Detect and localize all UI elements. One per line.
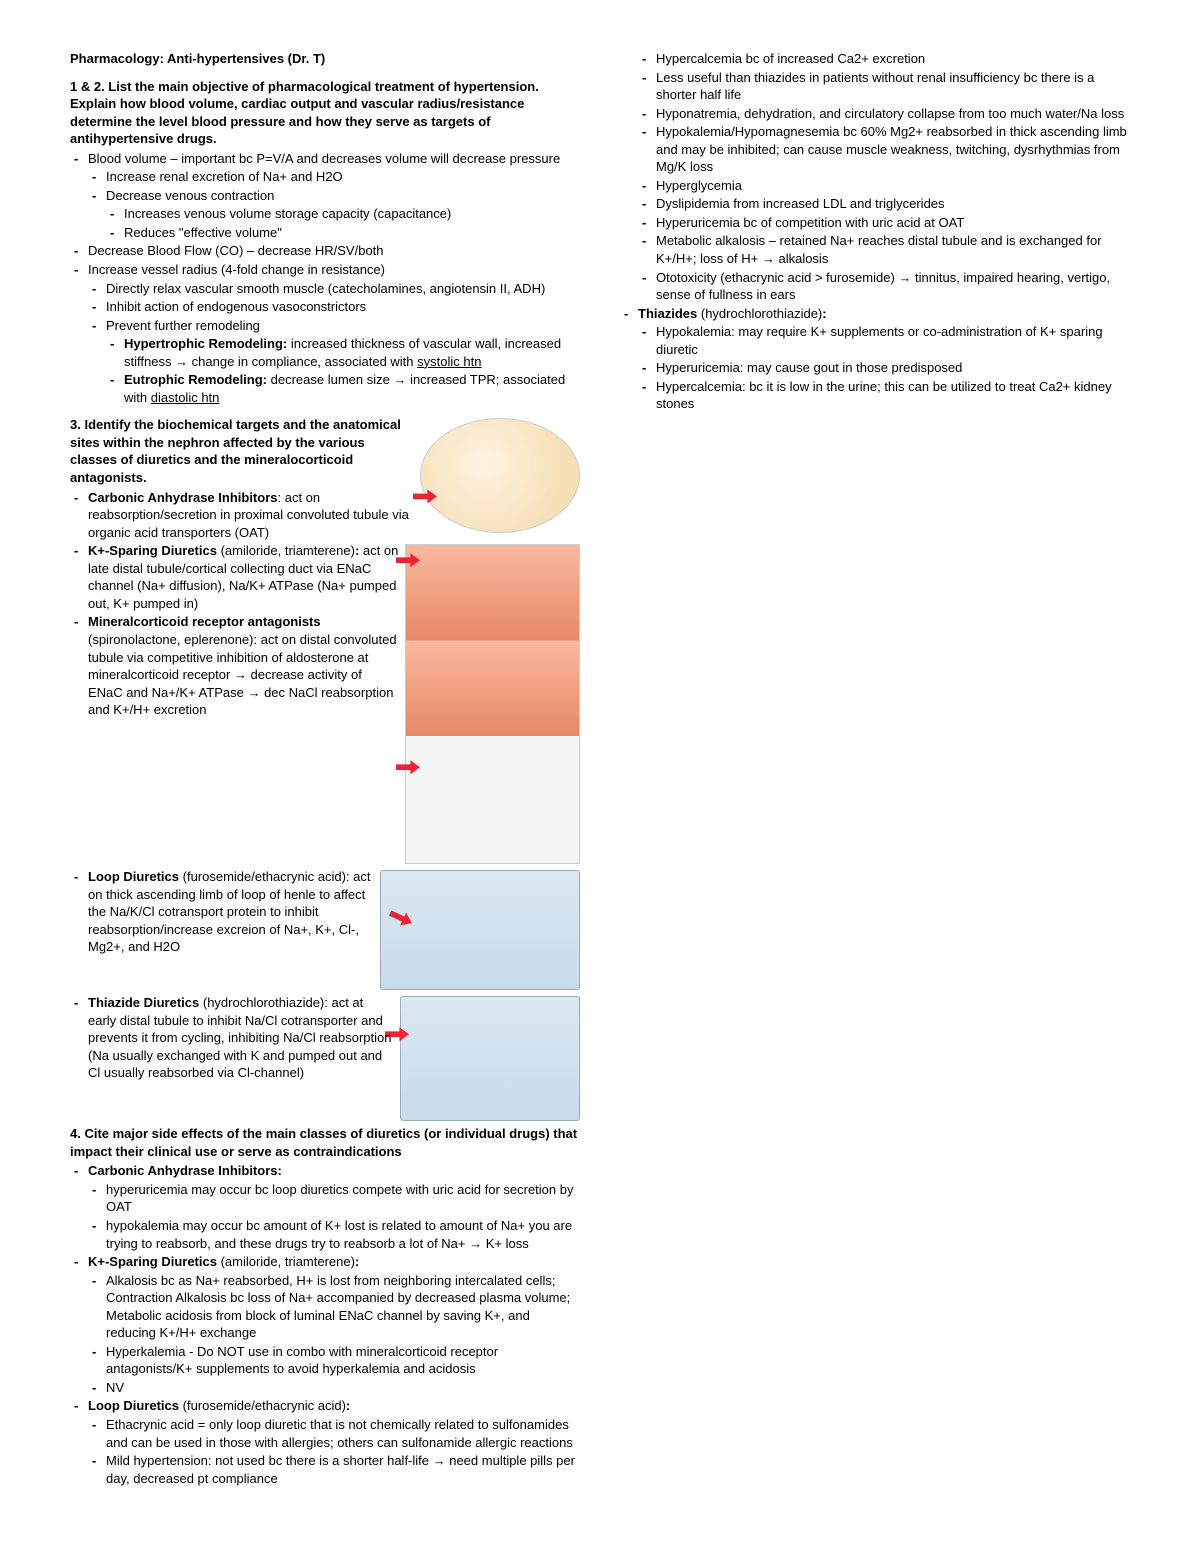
q3-loop: Loop Diuretics (furosemide/ethacrynic ac… — [70, 868, 580, 956]
q1-heading: 1 & 2. List the main objective of pharma… — [70, 78, 580, 148]
q3-list-cont: K+-Sparing Diuretics (amiloride, triamte… — [70, 542, 580, 718]
q3-list: Carbonic Anhydrase Inhibitors: act on re… — [70, 489, 580, 542]
list-item: Dyslipidemia from increased LDL and trig… — [638, 195, 1130, 213]
list-item: hyperuricemia may occur bc loop diuretic… — [88, 1181, 580, 1216]
list-item: K+-Sparing Diuretics (amiloride, triamte… — [70, 542, 580, 612]
q3-thiazide: Thiazide Diuretics (hydrochlorothiazide)… — [70, 994, 580, 1082]
q1-list: Blood volume – important bc P=V/A and de… — [70, 150, 580, 407]
list-item: Hyponatremia, dehydration, and circulato… — [638, 105, 1130, 123]
list-item: Ethacrynic acid = only loop diuretic tha… — [88, 1416, 580, 1451]
list-item: Hypertrophic Remodeling: increased thick… — [106, 335, 580, 370]
list-item: Hyperuricemia bc of competition with uri… — [638, 214, 1130, 232]
list-item: Thiazide Diuretics (hydrochlorothiazide)… — [70, 994, 580, 1082]
list-item: Hyperuricemia: may cause gout in those p… — [638, 359, 1130, 377]
q4-heading: 4. Cite major side effects of the main c… — [70, 1125, 580, 1160]
list-item: Hypercalcemia bc of increased Ca2+ excre… — [638, 50, 1130, 68]
list-item: Carbonic Anhydrase Inhibitors: hyperuric… — [70, 1162, 580, 1252]
list-item: Increases venous volume storage capacity… — [106, 205, 580, 223]
page-title: Pharmacology: Anti-hypertensives (Dr. T) — [70, 50, 580, 68]
list-item: Eutrophic Remodeling: decrease lumen siz… — [106, 371, 580, 406]
list-item: Increase renal excretion of Na+ and H2O — [88, 168, 580, 186]
list-item: hypokalemia may occur bc amount of K+ lo… — [88, 1217, 580, 1252]
list-item: Increase vessel radius (4-fold change in… — [70, 261, 580, 406]
list-item: Reduces "effective volume" — [106, 224, 580, 242]
list-item: Loop Diuretics (furosemide/ethacrynic ac… — [70, 868, 580, 956]
list-item: Hypercalcemia: bc it is low in the urine… — [638, 378, 1130, 413]
list-item: Metabolic alkalosis – retained Na+ reach… — [638, 232, 1130, 267]
list-item: Blood volume – important bc P=V/A and de… — [70, 150, 580, 242]
list-item: Less useful than thiazides in patients w… — [638, 69, 1130, 104]
list-item: Directly relax vascular smooth muscle (c… — [88, 280, 580, 298]
list-item: Alkalosis bc as Na+ reabsorbed, H+ is lo… — [88, 1272, 580, 1342]
list-item: Carbonic Anhydrase Inhibitors: act on re… — [70, 489, 580, 542]
list-item: Hypokalemia/Hypomagnesemia bc 60% Mg2+ r… — [638, 123, 1130, 176]
list-item: NV — [88, 1379, 580, 1397]
list-item: Thiazides (hydrochlorothiazide): Hypokal… — [620, 305, 1130, 413]
list-item: Decrease venous contraction Increases ve… — [88, 187, 580, 242]
list-item: Hyperkalemia - Do NOT use in combo with … — [88, 1343, 580, 1378]
list-item: Ototoxicity (ethacrynic acid > furosemid… — [638, 269, 1130, 304]
list-item: Inhibit action of endogenous vasoconstri… — [88, 298, 580, 316]
list-item: Mineralcorticoid receptor antagonists (s… — [70, 613, 580, 718]
list-item: K+-Sparing Diuretics (amiloride, triamte… — [70, 1253, 580, 1396]
list-item: Mild hypertension: not used bc there is … — [88, 1452, 580, 1487]
arrow-icon — [396, 760, 420, 774]
list-item: Decrease Blood Flow (CO) – decrease HR/S… — [70, 242, 580, 260]
document-body: Pharmacology: Anti-hypertensives (Dr. T)… — [70, 50, 1130, 1500]
list-item: Hyperglycemia — [638, 177, 1130, 195]
list-item: Prevent further remodeling Hypertrophic … — [88, 317, 580, 407]
list-item: Hypokalemia: may require K+ supplements … — [638, 323, 1130, 358]
